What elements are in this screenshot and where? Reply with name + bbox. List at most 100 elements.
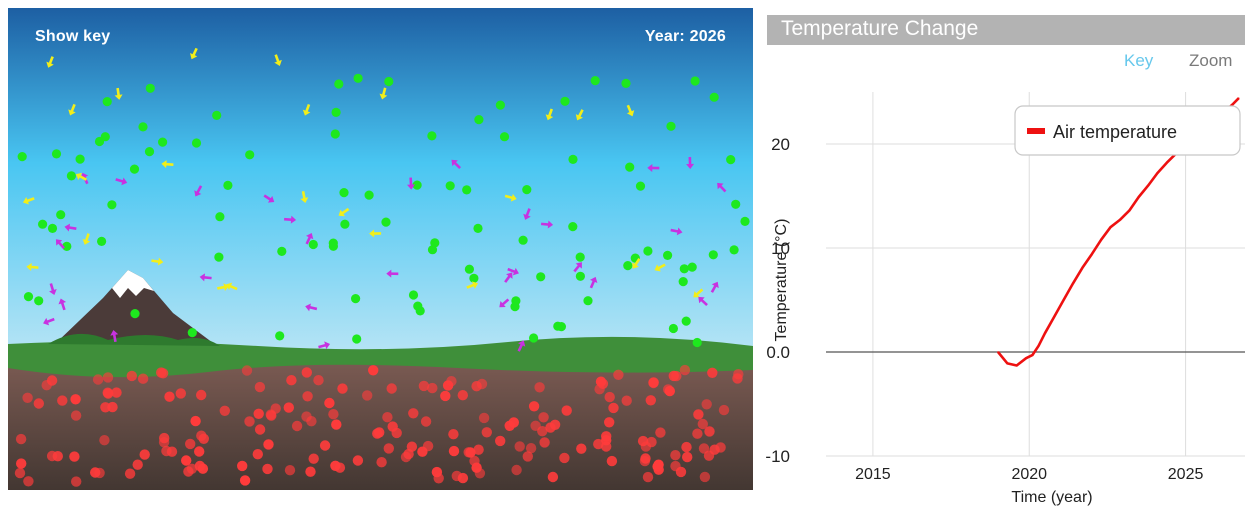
- heat-particle: [241, 365, 253, 376]
- gas-particle: [643, 246, 653, 256]
- heat-particle: [132, 459, 143, 470]
- infrared-arrow: [647, 163, 660, 172]
- gas-particle: [215, 212, 225, 222]
- heat-particle: [308, 453, 319, 464]
- heat-particle: [324, 397, 335, 409]
- gas-particle: [412, 180, 422, 190]
- gas-particle: [522, 185, 532, 195]
- air-temperature-point: [1100, 238, 1102, 241]
- gas-particle: [690, 76, 700, 86]
- heat-particle: [301, 367, 312, 378]
- gas-particle: [339, 188, 349, 198]
- heat-particle: [100, 402, 111, 413]
- gas-particle: [144, 147, 155, 157]
- heat-particle: [613, 369, 624, 380]
- infrared-arrow: [386, 269, 399, 278]
- infrared-arrow: [541, 220, 554, 229]
- infrared-arrow: [64, 223, 77, 232]
- y-axis-title: Temperature (°C): [773, 219, 790, 342]
- heat-particle: [181, 455, 192, 466]
- gas-particle: [621, 78, 631, 88]
- gas-particle: [62, 241, 72, 251]
- heat-particle: [284, 465, 296, 476]
- heat-particle: [400, 451, 412, 463]
- heat-particle: [561, 405, 572, 416]
- heat-particle: [313, 375, 324, 386]
- gas-particle: [34, 296, 44, 306]
- heat-particle: [495, 435, 506, 447]
- heat-particle: [164, 391, 175, 402]
- heat-particle: [707, 367, 718, 378]
- sunlight-arrow: [575, 109, 584, 121]
- air-temperature-point: [1072, 282, 1074, 285]
- heat-particle: [608, 402, 619, 414]
- heat-particle: [514, 441, 525, 452]
- heat-particle: [682, 451, 693, 463]
- gas-particle: [473, 223, 483, 233]
- sunlight-arrow: [82, 233, 91, 245]
- gas-particle: [427, 131, 437, 141]
- heat-particle: [265, 409, 276, 420]
- infrared-arrow: [305, 303, 318, 312]
- heat-particle: [733, 369, 744, 380]
- heat-particle: [57, 395, 68, 406]
- heat-particle: [254, 424, 266, 435]
- sunlight-arrow: [302, 103, 311, 116]
- key-button[interactable]: Key: [1124, 51, 1154, 70]
- gas-particle: [731, 199, 741, 209]
- heat-particle: [386, 383, 397, 394]
- heat-particle: [465, 447, 476, 458]
- gas-particle: [408, 290, 419, 300]
- heat-particle: [698, 443, 710, 454]
- infrared-arrow: [504, 272, 513, 283]
- gas-particle: [553, 321, 563, 331]
- show-key-button[interactable]: Show key: [35, 28, 111, 45]
- air-temperature-point: [1231, 103, 1234, 106]
- heat-particle: [175, 388, 186, 399]
- sunlight-arrow: [151, 257, 164, 266]
- heat-particle: [244, 416, 255, 427]
- infrared-arrow: [194, 185, 203, 197]
- heat-particle: [283, 402, 294, 413]
- gas-particle: [625, 162, 635, 172]
- infrared-arrow: [284, 215, 297, 224]
- sunlight-arrow: [466, 281, 479, 289]
- heat-particle: [422, 440, 434, 452]
- heat-particle: [219, 405, 230, 416]
- heat-particle: [478, 412, 490, 424]
- gas-particle: [663, 250, 673, 260]
- gas-particle: [245, 150, 255, 160]
- infrared-arrow: [407, 177, 415, 190]
- gas-particle: [666, 121, 676, 131]
- heat-particle: [670, 460, 681, 472]
- gas-particle: [364, 190, 374, 200]
- zoom-button[interactable]: Zoom: [1189, 51, 1233, 70]
- heat-particle: [102, 387, 113, 398]
- gas-particle: [212, 110, 222, 120]
- chart-legend[interactable]: Air temperature: [1014, 105, 1241, 156]
- gas-particle: [575, 252, 585, 262]
- heat-particle: [71, 476, 82, 487]
- gas-particle: [145, 83, 155, 93]
- heat-particle: [427, 382, 438, 394]
- gas-particle: [445, 181, 455, 191]
- heat-particle: [547, 471, 559, 483]
- heat-particle: [420, 416, 432, 427]
- heat-particle: [124, 468, 136, 479]
- gas-particle: [462, 185, 472, 195]
- heat-particle: [46, 450, 58, 462]
- sunlight-arrow: [161, 160, 174, 169]
- gas-particle: [560, 96, 570, 106]
- heat-particle: [576, 443, 587, 454]
- heat-particle: [334, 462, 346, 473]
- heat-particle: [645, 395, 656, 406]
- gas-particle: [38, 219, 48, 229]
- gas-particle: [129, 164, 140, 174]
- heat-particle: [715, 442, 726, 453]
- gas-particle: [729, 245, 739, 255]
- air-temperature-point: [1031, 354, 1034, 356]
- heat-particle: [15, 433, 27, 445]
- heat-particle: [22, 392, 33, 403]
- infrared-arrow: [110, 330, 119, 343]
- heat-particle: [522, 451, 533, 462]
